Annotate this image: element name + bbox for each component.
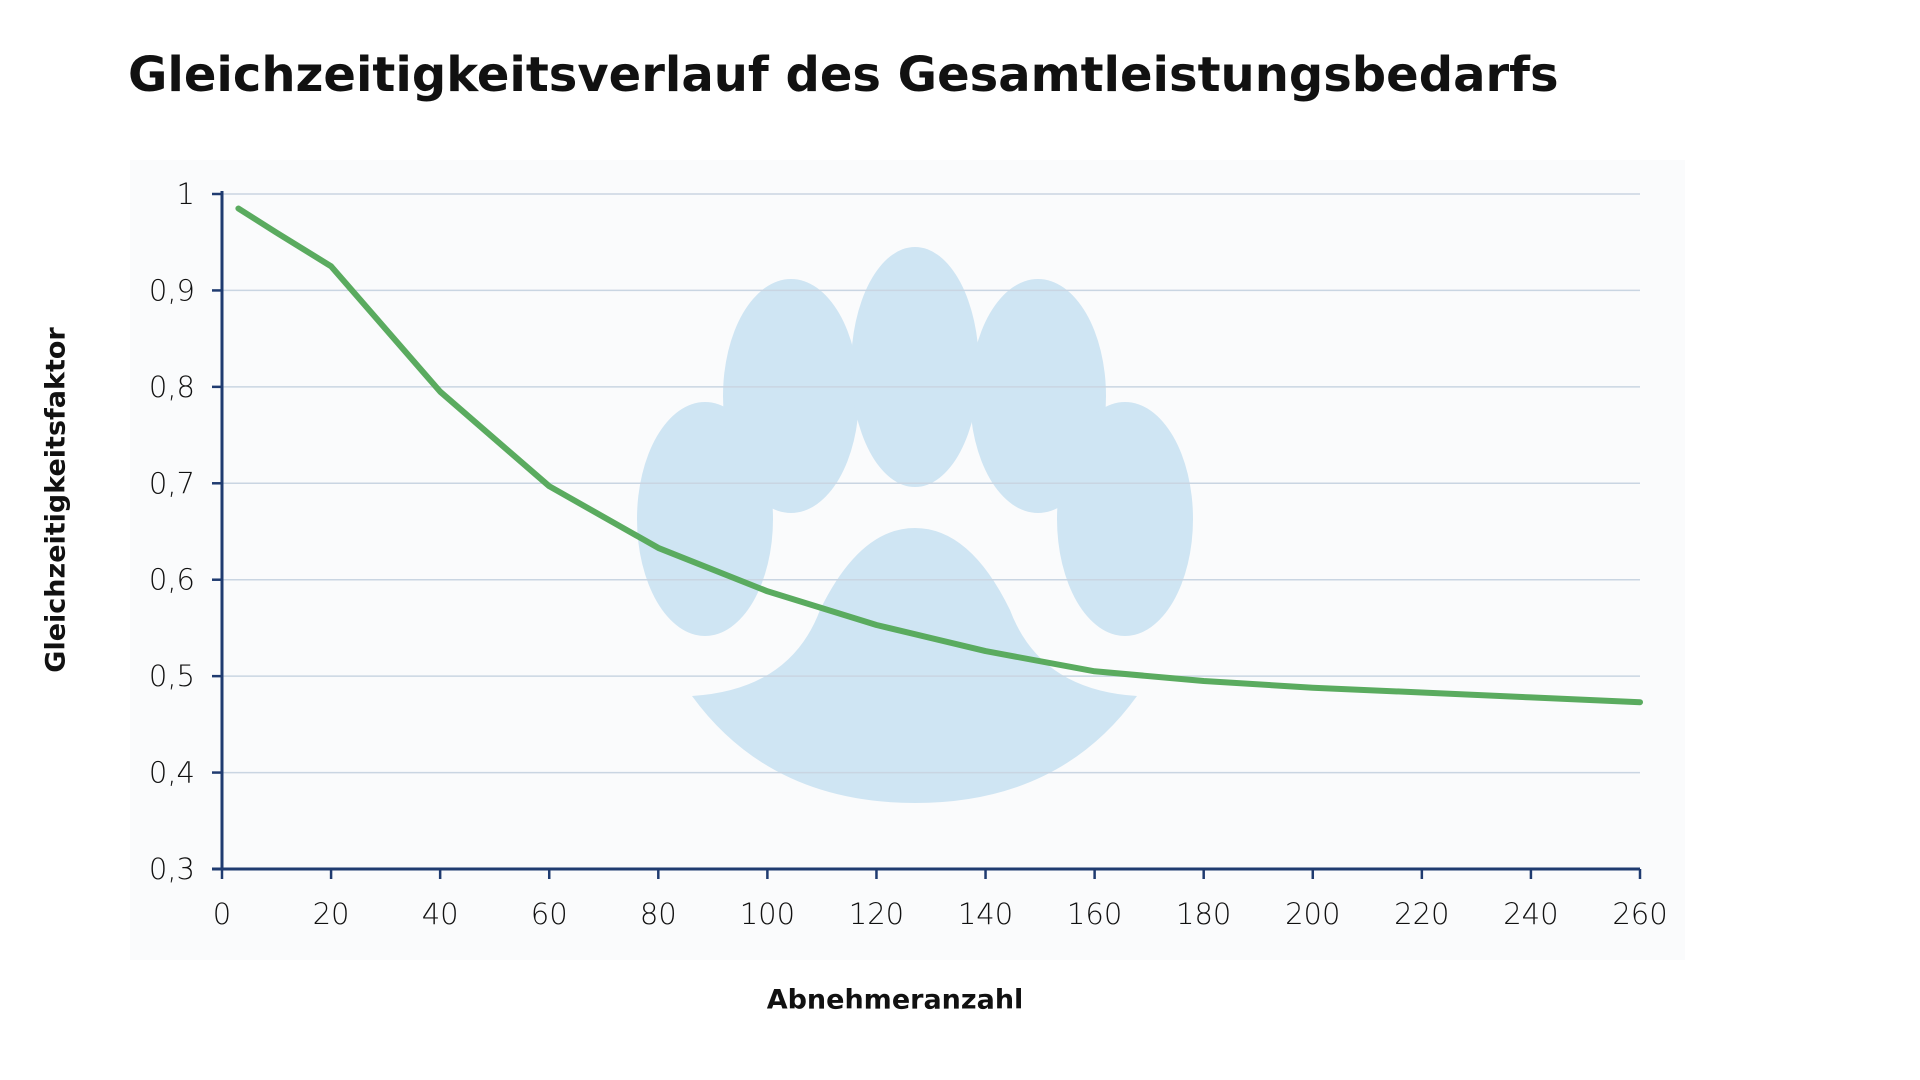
y-axis-label: Gleichzeitigkeitsfaktor (41, 327, 72, 673)
x-tick-label: 220 (1394, 897, 1449, 931)
x-tick-label: 80 (640, 897, 677, 931)
x-tick-label: 40 (422, 897, 459, 931)
y-tick-label: 0,4 (149, 756, 195, 790)
x-tick-label: 200 (1285, 897, 1340, 931)
x-tick-label: 20 (313, 897, 350, 931)
x-tick-label: 160 (1067, 897, 1122, 931)
y-tick-label: 0,5 (149, 659, 195, 693)
x-tick-label: 260 (1612, 897, 1667, 931)
y-tick-label: 0,9 (149, 273, 195, 307)
y-tick-label: 0,6 (149, 563, 195, 597)
y-tick-label: 0,8 (149, 370, 195, 404)
y-tick-label: 0,3 (149, 852, 195, 886)
y-tick-label: 1 (177, 177, 195, 211)
x-tick-label: 0 (213, 897, 231, 931)
y-tick-label: 0,7 (149, 466, 195, 500)
x-axis-label: Abnehmeranzahl (767, 985, 1024, 1016)
x-tick-label: 180 (1176, 897, 1231, 931)
chart-title: Gleichzeitigkeitsverlauf des Gesamtleist… (128, 47, 1559, 103)
x-tick-label: 60 (531, 897, 568, 931)
x-tick-label: 100 (740, 897, 795, 931)
data-line (235, 205, 1643, 706)
x-tick-label: 120 (849, 897, 904, 931)
x-tick-label: 140 (958, 897, 1013, 931)
x-tick-label: 240 (1503, 897, 1558, 931)
